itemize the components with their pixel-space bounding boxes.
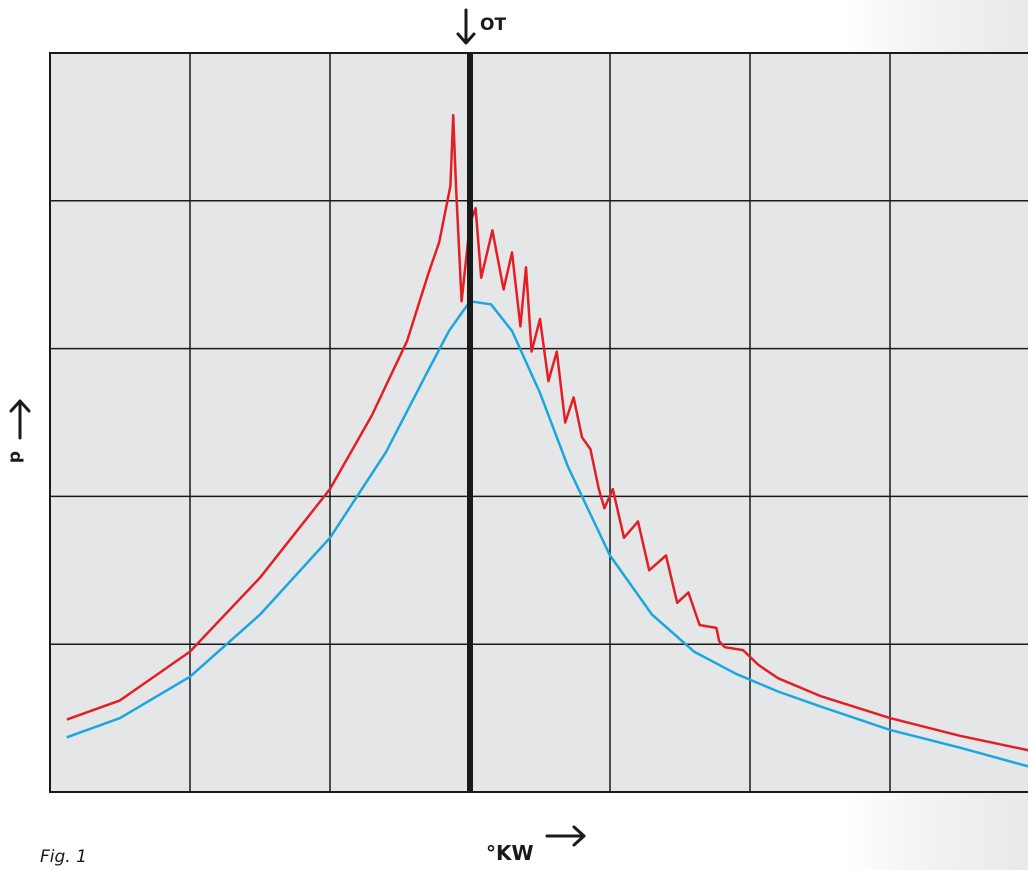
x-arrow-head [572,825,586,847]
plot-area [50,53,1028,792]
ot-arrow-head [456,32,476,45]
series-line-1 [66,113,1028,752]
x-axis-arrow-icon [545,825,586,847]
plot-frame [49,52,1028,793]
y-axis-label: p [5,451,25,463]
y-arrow-head [9,399,31,413]
figure-caption: Fig. 1 [40,847,87,867]
curves [66,113,1028,768]
series-line-2 [66,300,1028,768]
x-axis-label: °KW [486,841,534,865]
ot-label: OT [480,15,506,35]
y-axis-arrow-icon [9,399,31,440]
ot-down-arrow-icon [456,8,476,45]
